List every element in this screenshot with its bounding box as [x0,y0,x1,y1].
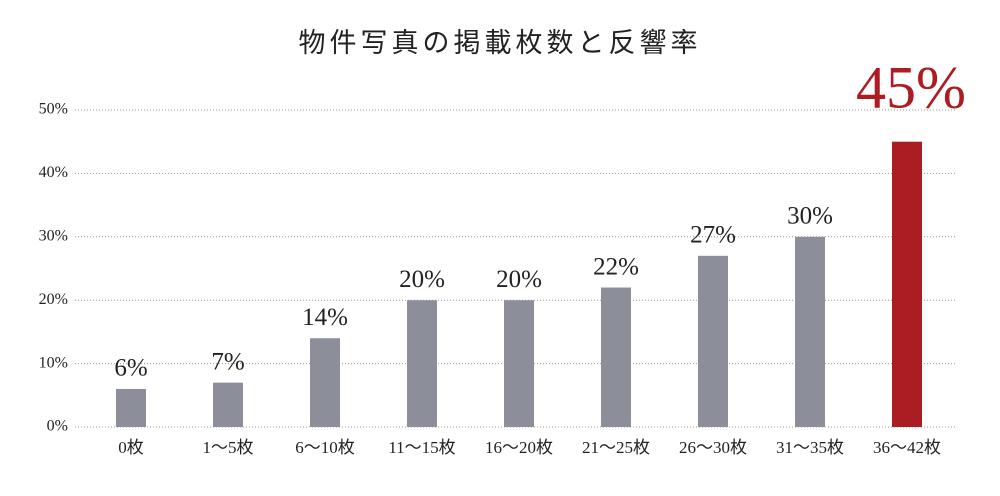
value-label: 6% [114,355,147,382]
value-label: 30% [787,203,833,230]
y-tick-label: 20% [39,291,68,308]
bar [310,338,340,427]
x-tick-label: 26～30枚 [679,438,747,457]
chart-title: 物件写真の掲載枚数と反響率 [299,28,702,58]
x-tick-label: 1～5枚 [203,438,254,457]
x-tick-label: 31～35枚 [776,438,844,457]
bar [795,236,825,427]
value-label: 27% [690,222,736,249]
value-label: 20% [399,266,445,293]
value-label: 45% [856,54,966,120]
x-tick-label: 6～10枚 [295,438,355,457]
bar [892,141,922,427]
bar [116,388,146,427]
value-label: 22% [593,253,639,280]
bar [407,300,437,427]
bar [213,382,243,427]
value-label: 20% [496,266,542,293]
value-label: 7% [211,348,244,375]
value-label: 14% [302,304,348,331]
y-tick-label: 50% [39,101,68,118]
bar [601,287,631,427]
x-tick-label: 36～42枚 [873,438,941,457]
y-tick-label: 30% [39,227,68,244]
y-tick-label: 40% [39,164,68,181]
y-tick-label: 10% [39,354,68,371]
x-tick-label: 11～15枚 [388,438,455,457]
y-tick-label: 0% [47,418,68,435]
x-tick-label: 0枚 [118,438,144,457]
x-tick-label: 16～20枚 [485,438,553,457]
bar [698,255,728,427]
bar [504,300,534,427]
x-tick-label: 21～25枚 [582,438,650,457]
